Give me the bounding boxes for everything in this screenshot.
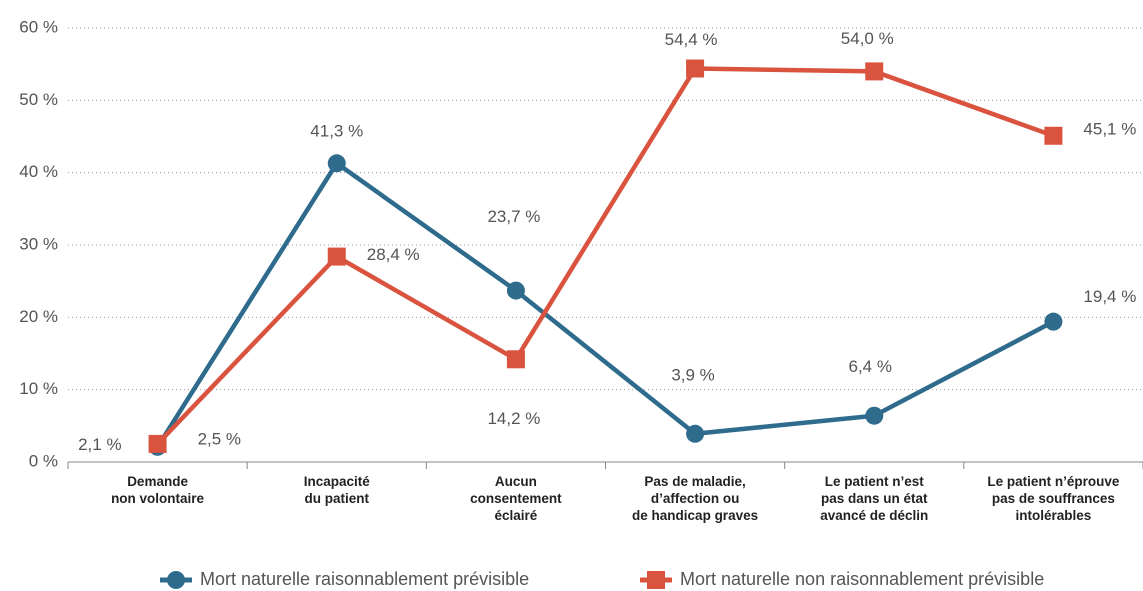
marker xyxy=(148,434,167,453)
x-tick-label: Le patient n’est pas dans un état avancé d… xyxy=(820,474,928,523)
marker xyxy=(686,424,705,443)
legend-marker xyxy=(647,571,665,589)
marker xyxy=(506,350,525,369)
value-label: 54,0 % xyxy=(841,29,894,48)
y-tick-label: 20 % xyxy=(19,307,58,326)
legend-label: Mort naturelle raisonnablement prévisibl… xyxy=(200,569,529,589)
value-label: 45,1 % xyxy=(1083,119,1136,138)
value-label: 14,2 % xyxy=(487,409,540,428)
value-label: 19,4 % xyxy=(1083,287,1136,306)
y-tick-label: 10 % xyxy=(19,379,58,398)
marker xyxy=(865,62,884,81)
y-tick-label: 0 % xyxy=(29,451,58,470)
value-label: 28,4 % xyxy=(367,245,420,264)
value-label: 41,3 % xyxy=(310,122,363,141)
x-tick-label: Aucun consentement éclairé xyxy=(470,474,562,523)
marker xyxy=(1044,312,1063,331)
value-label: 2,5 % xyxy=(198,429,241,448)
marker xyxy=(865,406,884,425)
x-tick-label: Pas de maladie, d’affection ou de handicap… xyxy=(632,474,758,523)
value-label: 54,4 % xyxy=(665,30,718,49)
marker xyxy=(686,59,705,78)
value-label: 3,9 % xyxy=(671,365,714,384)
legend-marker xyxy=(167,571,185,589)
y-tick-label: 40 % xyxy=(19,162,58,181)
marker xyxy=(1044,126,1063,145)
legend-label: Mort naturelle non raisonnablement prévi… xyxy=(680,569,1044,589)
y-tick-label: 30 % xyxy=(19,234,58,253)
marker xyxy=(327,154,346,173)
x-tick-label: Le patient n’éprouve pas de souffrances in… xyxy=(987,474,1120,523)
y-tick-label: 50 % xyxy=(19,90,58,109)
marker xyxy=(327,247,346,266)
series-line xyxy=(155,66,1055,446)
value-label: 6,4 % xyxy=(849,357,892,376)
y-tick-label: 60 % xyxy=(19,17,58,36)
marker xyxy=(506,281,525,300)
value-label: 2,1 % xyxy=(78,435,121,454)
x-tick-label: Incapacité du patient xyxy=(304,474,371,506)
x-tick-label: Demande non volontaire xyxy=(111,474,204,506)
value-label: 23,7 % xyxy=(487,207,540,226)
series-line xyxy=(155,161,1055,449)
